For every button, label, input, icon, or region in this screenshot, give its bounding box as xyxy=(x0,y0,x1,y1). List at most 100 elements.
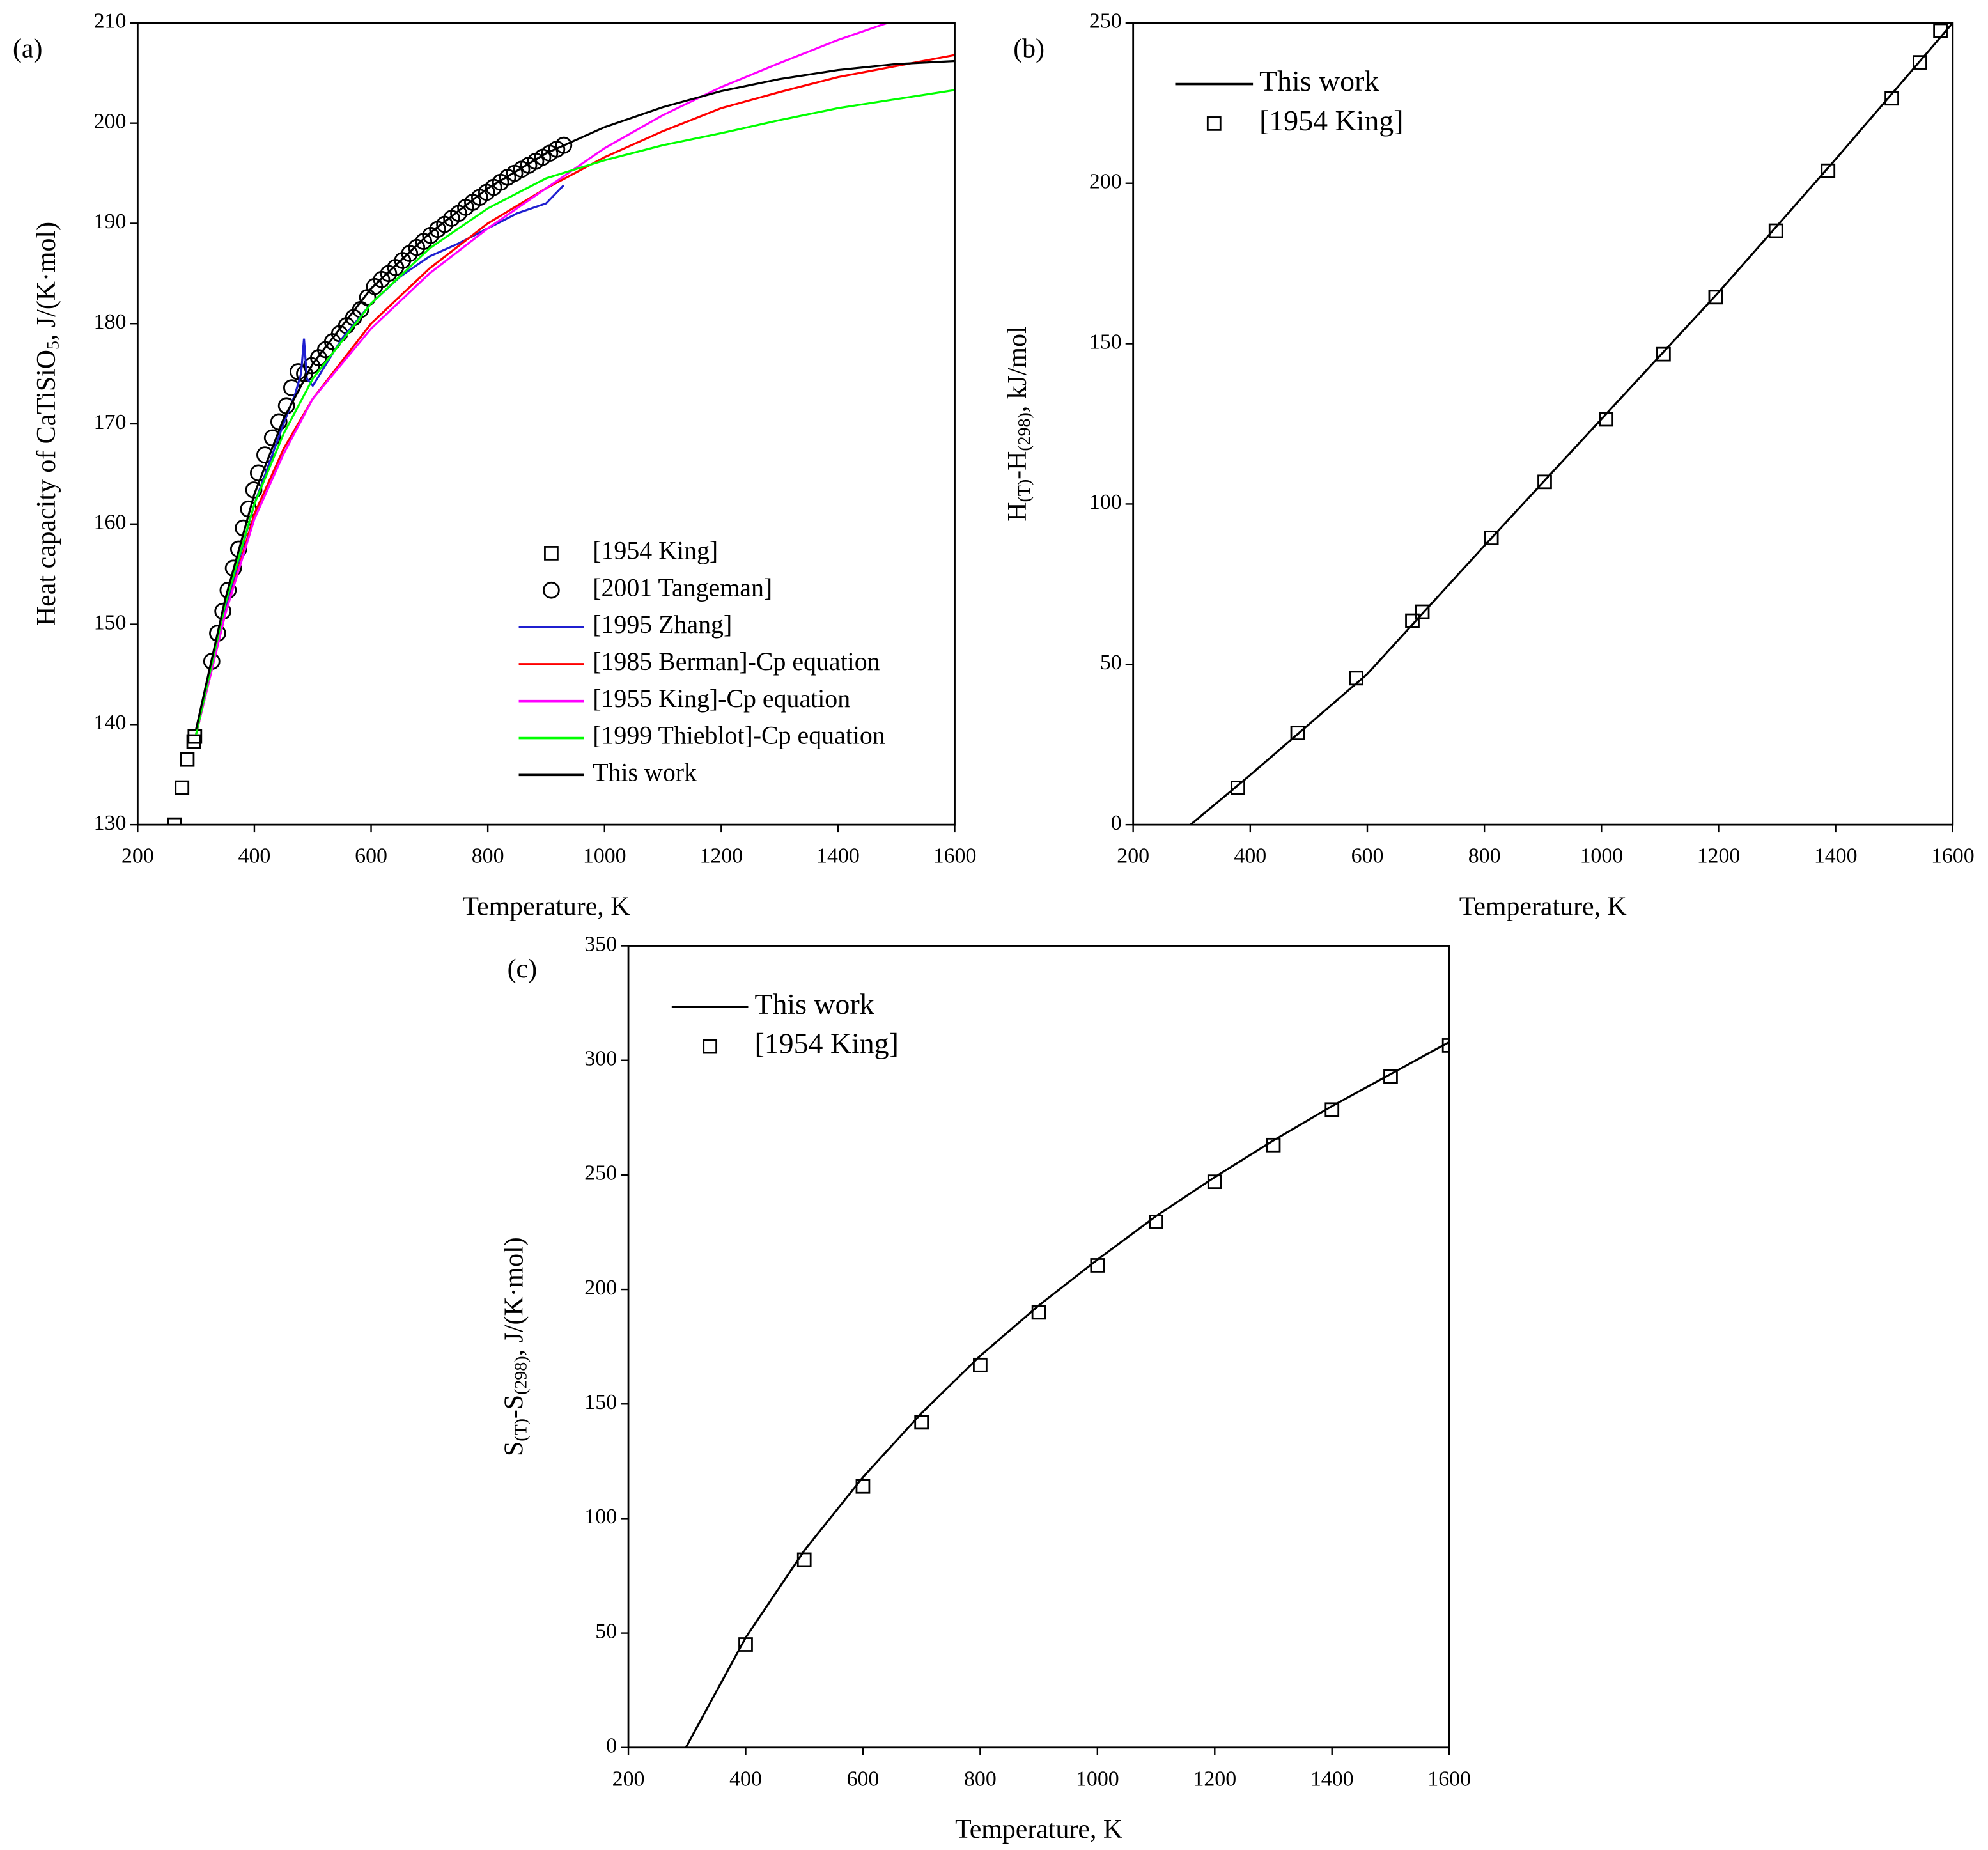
legend-label: [1954 King] xyxy=(593,536,718,565)
square-marker xyxy=(1768,223,1783,238)
legend-label: [1954 King] xyxy=(1259,104,1403,137)
label-part: -S xyxy=(499,1395,529,1419)
panel: 200 400 600 800 1000 1200 1400 1600 0 50 100 150 200… xyxy=(1003,10,1975,922)
x-tick-label: 400 xyxy=(238,844,271,868)
x-tick-label: 400 xyxy=(729,1767,762,1791)
y-tick-label: 100 xyxy=(584,1505,617,1528)
legend-label: [1995 Zhang] xyxy=(593,610,732,639)
square-marker xyxy=(1933,23,1948,38)
y-tick-label: 150 xyxy=(94,610,127,634)
axes-frame xyxy=(1132,22,1954,826)
x-tick-label: 1600 xyxy=(933,844,977,868)
x-tick-label: 200 xyxy=(1117,844,1149,868)
y-tick-label: 200 xyxy=(584,1276,617,1300)
y-tick-label: 150 xyxy=(1089,330,1122,354)
y-tick-label: 0 xyxy=(1111,811,1122,835)
series-line xyxy=(195,54,955,735)
subscript: (T) xyxy=(1015,479,1035,502)
x-tick-label: 1200 xyxy=(699,844,743,868)
y-tick-label: 180 xyxy=(94,310,127,334)
y-tick-label: 0 xyxy=(606,1734,617,1758)
x-tick-label: 200 xyxy=(121,844,154,868)
square-marker xyxy=(1324,1102,1340,1117)
x-tick-label: 1200 xyxy=(1193,1767,1236,1791)
x-tick-label: 600 xyxy=(355,844,387,868)
x-axis-label: Temperature, K xyxy=(1459,892,1627,921)
x-tick-label: 1600 xyxy=(1931,844,1975,868)
legend-label: This work xyxy=(754,988,874,1020)
label-part: S xyxy=(499,1442,529,1456)
circle-marker xyxy=(543,581,560,599)
x-tick-label: 1000 xyxy=(1580,844,1623,868)
x-tick-label: 1000 xyxy=(1076,1767,1119,1791)
x-tick-label: 1400 xyxy=(1310,1767,1354,1791)
square-marker xyxy=(544,546,559,561)
square-marker xyxy=(1383,1069,1398,1084)
series-line xyxy=(195,22,891,735)
y-tick-label: 300 xyxy=(584,1047,617,1071)
square-marker xyxy=(175,780,190,795)
panel-label: (a) xyxy=(13,34,42,63)
x-tick-label: 800 xyxy=(964,1767,997,1791)
y-tick-label: 160 xyxy=(94,511,127,534)
y-tick-label: 140 xyxy=(94,711,127,735)
label-part: , kJ/mol xyxy=(1003,326,1032,412)
square-marker xyxy=(1913,55,1927,70)
y-tick-label: 210 xyxy=(94,10,127,33)
legend: [1954 King] [2001 Tangeman] [1995 Zhang] [1… xyxy=(518,536,885,787)
x-tick-label: 800 xyxy=(1468,844,1501,868)
y-tick-label: 190 xyxy=(94,210,127,233)
square-marker xyxy=(1231,781,1245,795)
plot-area xyxy=(685,1038,1450,1748)
x-tick-label: 600 xyxy=(847,1767,880,1791)
x-tick-label: 1200 xyxy=(1697,844,1741,868)
square-marker xyxy=(1266,1137,1281,1153)
panel: 200 400 600 800 1000 1200 1400 1600 0 50 100 150 200… xyxy=(499,932,1471,1844)
square-marker xyxy=(914,1415,929,1430)
square-marker xyxy=(1821,163,1836,178)
subscript: (T) xyxy=(511,1419,531,1442)
square-marker xyxy=(187,729,203,744)
plot-area xyxy=(167,22,955,825)
y-axis-label: S(T)-S(298), J/(K·mol) xyxy=(499,1237,531,1456)
square-marker xyxy=(738,1637,753,1652)
legend-label: [1955 King]-Cp equation xyxy=(593,684,850,713)
y-tick-label: 50 xyxy=(595,1619,617,1643)
square-marker xyxy=(1349,671,1363,686)
legend-label: [2001 Tangeman] xyxy=(593,573,772,602)
label-part: H xyxy=(1003,502,1032,521)
legend-label: This work xyxy=(593,758,697,787)
panel: 200 400 600 800 1000 1200 1400 1600 130 140 150 160… xyxy=(13,10,977,922)
square-marker xyxy=(186,734,201,749)
square-marker xyxy=(703,1039,718,1054)
x-tick-label: 600 xyxy=(1351,844,1384,868)
y-tick-label: 130 xyxy=(94,811,127,835)
x-axis-label: Temperature, K xyxy=(462,892,630,921)
legend: This work [1954 King] xyxy=(1175,65,1404,137)
square-marker xyxy=(180,752,195,767)
label-part: , J/(K·mol) xyxy=(31,222,61,341)
square-marker xyxy=(1415,604,1430,619)
series-line xyxy=(685,1041,1450,1748)
square-marker xyxy=(167,817,182,825)
legend: This work [1954 King] xyxy=(671,988,899,1060)
series-line xyxy=(195,59,955,730)
square-marker xyxy=(1656,346,1671,362)
label-part: , J/(K·mol) xyxy=(499,1237,529,1356)
square-marker xyxy=(1149,1214,1163,1229)
square-marker xyxy=(1206,116,1222,131)
axes-frame xyxy=(627,945,1450,1749)
y-tick-label: 170 xyxy=(94,410,127,434)
x-tick-label: 1400 xyxy=(816,844,860,868)
square-marker xyxy=(973,1357,988,1372)
square-marker xyxy=(1441,1038,1450,1053)
square-marker xyxy=(1290,726,1305,741)
x-tick-label: 800 xyxy=(472,844,504,868)
square-marker xyxy=(796,1552,812,1567)
square-marker xyxy=(1484,531,1499,545)
x-tick-label: 400 xyxy=(1234,844,1266,868)
y-tick-label: 250 xyxy=(1089,10,1122,33)
y-tick-label: 50 xyxy=(1100,651,1122,674)
axes-frame xyxy=(136,22,956,826)
